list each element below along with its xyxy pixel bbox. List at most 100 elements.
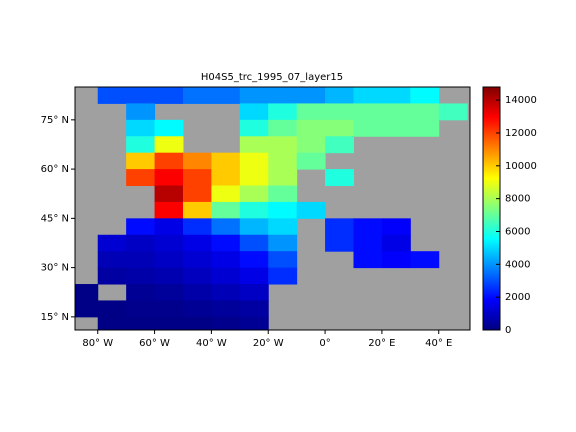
cell <box>126 152 156 170</box>
cell <box>97 316 127 330</box>
cell <box>75 284 99 301</box>
cell <box>154 136 184 154</box>
cell <box>410 87 440 104</box>
cell <box>268 87 298 104</box>
cell <box>325 103 354 121</box>
cell <box>97 300 127 318</box>
cell <box>268 185 298 203</box>
cell <box>154 119 184 137</box>
cell <box>296 136 326 154</box>
cell <box>97 267 127 285</box>
cell <box>239 87 269 104</box>
cell <box>296 103 326 121</box>
cell <box>154 201 184 219</box>
cell <box>182 87 212 104</box>
cell <box>154 251 184 269</box>
x-tick-label: 80° W <box>82 338 113 349</box>
cell <box>211 234 241 252</box>
cell <box>239 267 269 285</box>
cell <box>268 169 298 187</box>
cell <box>154 218 184 236</box>
cell <box>182 251 212 269</box>
cell <box>97 87 127 104</box>
cell <box>97 234 127 252</box>
cell <box>353 251 383 269</box>
map-title: H04S5_trc_1995_07_layer15 <box>201 72 343 83</box>
field <box>75 87 468 330</box>
x-tick-label: 20° W <box>253 338 284 349</box>
cell <box>296 87 326 104</box>
cell <box>239 300 269 318</box>
cell <box>239 284 269 301</box>
cell <box>239 103 269 121</box>
cell <box>268 234 298 252</box>
cell <box>182 284 212 301</box>
cell <box>126 300 156 318</box>
y-tick-label: 60° N <box>41 164 69 175</box>
cell <box>154 316 184 330</box>
cell <box>211 201 241 219</box>
cell <box>296 201 326 219</box>
colorbar-tick-label: 2000 <box>505 292 530 303</box>
cell <box>353 87 383 104</box>
cell <box>182 201 212 219</box>
cell <box>239 169 269 187</box>
cell <box>268 201 298 219</box>
cell <box>325 136 354 154</box>
colorbar <box>482 86 501 331</box>
colorbar-tick-label: 10000 <box>505 161 537 172</box>
cell <box>154 300 184 318</box>
cell <box>268 136 298 154</box>
cell <box>353 103 383 121</box>
cell <box>410 251 440 269</box>
colorbar-tick-label: 0 <box>505 325 511 336</box>
cell <box>211 87 241 104</box>
cell <box>239 119 269 137</box>
cell <box>154 234 184 252</box>
x-tick-label: 20° E <box>368 338 395 349</box>
cell <box>211 316 241 330</box>
cell <box>182 169 212 187</box>
cell <box>268 103 298 121</box>
cell <box>154 152 184 170</box>
cell <box>154 169 184 187</box>
cell <box>211 152 241 170</box>
cell <box>325 119 354 137</box>
cell <box>154 267 184 285</box>
cell <box>296 119 326 137</box>
y-tick-label: 75° N <box>41 115 69 126</box>
cell <box>75 300 99 318</box>
x-tick-label: 40° E <box>425 338 452 349</box>
cell <box>239 251 269 269</box>
cell <box>239 152 269 170</box>
cell <box>211 300 241 318</box>
cell <box>325 87 354 104</box>
cell <box>182 316 212 330</box>
cell <box>381 119 411 137</box>
cell <box>126 119 156 137</box>
y-tick-label: 15° N <box>41 312 69 323</box>
cell <box>353 218 383 236</box>
cell <box>211 267 241 285</box>
cell <box>126 316 156 330</box>
cell <box>239 185 269 203</box>
cell <box>97 251 127 269</box>
cell <box>239 316 269 330</box>
cell <box>126 251 156 269</box>
cell <box>239 136 269 154</box>
cell <box>296 152 326 170</box>
cell <box>211 251 241 269</box>
cell <box>154 284 184 301</box>
cell <box>211 169 241 187</box>
colorbar-tick-label: 12000 <box>505 128 537 139</box>
x-tick-label: 60° W <box>139 338 170 349</box>
cell <box>182 267 212 285</box>
cell <box>126 267 156 285</box>
x-tick-label: 0° <box>319 338 330 349</box>
colorbar-tick-label: 6000 <box>505 226 530 237</box>
cell <box>126 284 156 301</box>
cell <box>325 169 354 187</box>
cell <box>211 284 241 301</box>
cell <box>182 152 212 170</box>
